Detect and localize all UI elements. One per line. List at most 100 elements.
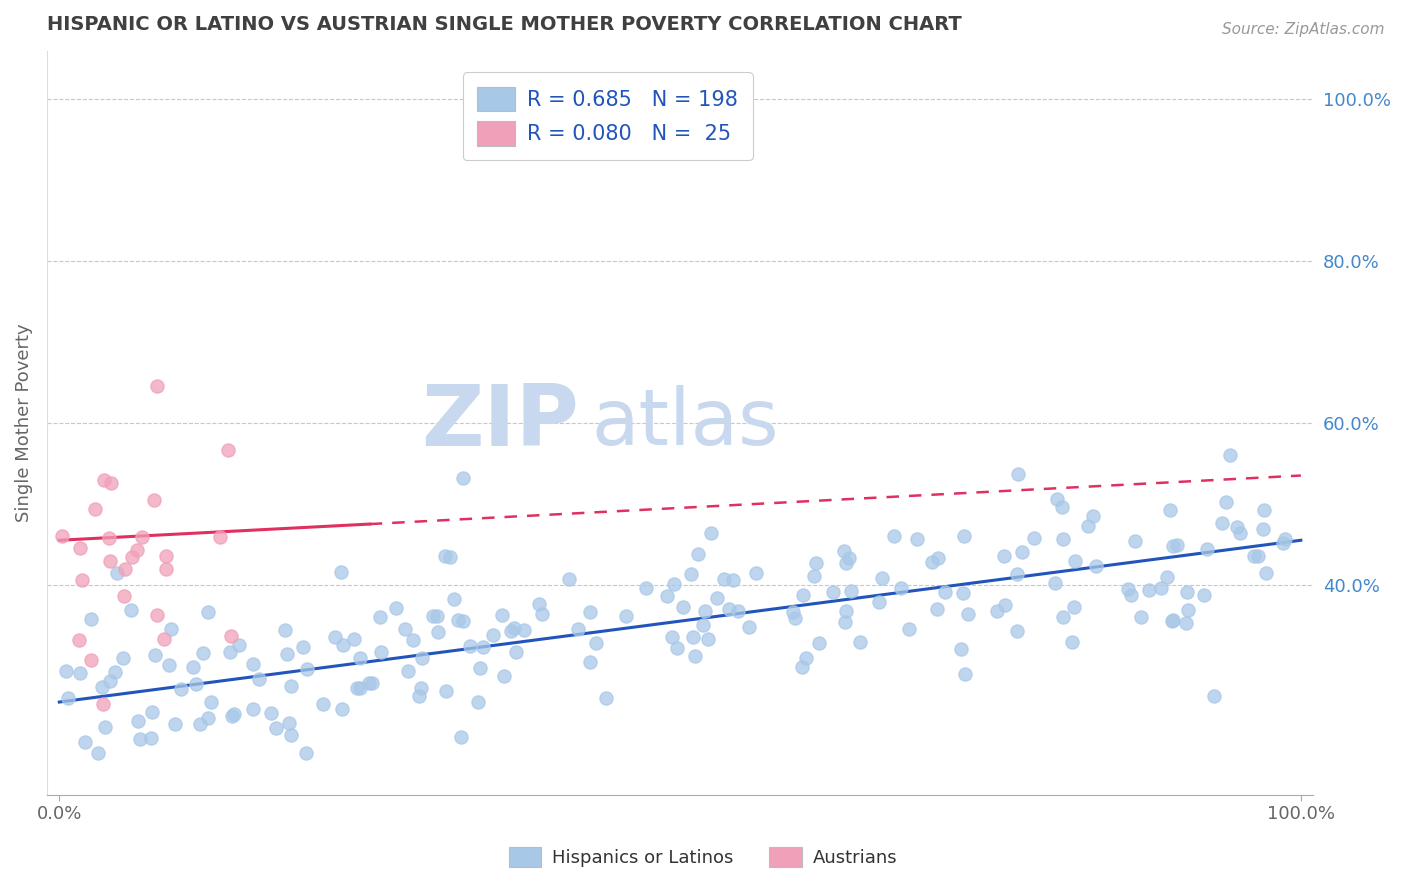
Point: [1046, 492, 1069, 507]
Point: [1085, 558, 1108, 573]
Point: [249, 672, 271, 686]
Point: [1215, 495, 1237, 509]
Point: [1005, 567, 1028, 582]
Point: [191, 646, 214, 660]
Point: [1254, 566, 1277, 580]
Point: [208, 530, 231, 544]
Point: [125, 543, 148, 558]
Point: [426, 609, 449, 624]
Point: [934, 584, 956, 599]
Point: [1211, 516, 1233, 530]
Point: [141, 731, 163, 745]
Point: [98, 673, 121, 688]
Point: [55, 664, 77, 678]
Point: [889, 581, 911, 595]
Point: [188, 716, 211, 731]
Point: [567, 623, 589, 637]
Point: [221, 708, 243, 723]
Point: [883, 529, 905, 543]
Point: [717, 602, 740, 616]
Point: [1116, 582, 1139, 597]
Point: [104, 665, 127, 679]
Point: [1243, 549, 1265, 563]
Point: [143, 492, 166, 507]
Point: [143, 648, 166, 662]
Point: [219, 645, 242, 659]
Y-axis label: Single Mother Poverty: Single Mother Poverty: [15, 324, 32, 522]
Point: [155, 549, 177, 563]
Point: [121, 549, 143, 564]
Point: [370, 645, 392, 659]
Point: [1160, 614, 1182, 628]
Point: [93, 473, 115, 487]
Point: [295, 662, 318, 676]
Point: [87, 746, 110, 760]
Point: [80, 612, 103, 626]
Point: [957, 607, 980, 621]
Point: [242, 701, 264, 715]
Point: [1045, 575, 1067, 590]
Point: [402, 633, 425, 648]
Point: [1052, 610, 1074, 624]
Point: [127, 714, 149, 728]
Point: [1159, 503, 1181, 517]
Point: [394, 622, 416, 636]
Point: [277, 716, 299, 731]
Point: [434, 684, 457, 698]
Point: [700, 525, 723, 540]
Point: [105, 566, 128, 581]
Point: [146, 608, 169, 623]
Point: [1130, 609, 1153, 624]
Point: [467, 696, 489, 710]
Point: [1052, 533, 1074, 547]
Point: [868, 595, 890, 609]
Point: [1060, 635, 1083, 649]
Point: [1177, 603, 1199, 617]
Point: [1197, 542, 1219, 557]
Point: [80, 653, 103, 667]
Point: [925, 601, 948, 615]
Point: [823, 584, 845, 599]
Point: [737, 619, 759, 633]
Point: [897, 622, 920, 636]
Point: [794, 650, 817, 665]
Point: [1123, 533, 1146, 548]
Point: [197, 605, 219, 619]
Point: [458, 640, 481, 654]
Point: [683, 648, 706, 663]
Point: [242, 657, 264, 671]
Point: [807, 635, 830, 649]
Text: atlas: atlas: [592, 385, 779, 461]
Point: [1166, 538, 1188, 552]
Point: [1137, 583, 1160, 598]
Legend: R = 0.685   N = 198, R = 0.080   N =  25: R = 0.685 N = 198, R = 0.080 N = 25: [463, 72, 752, 161]
Point: [91, 697, 114, 711]
Point: [471, 640, 494, 655]
Point: [411, 651, 433, 665]
Point: [1011, 544, 1033, 558]
Point: [634, 581, 657, 595]
Point: [197, 711, 219, 725]
Point: [1272, 536, 1295, 550]
Point: [499, 624, 522, 638]
Point: [1119, 588, 1142, 602]
Point: [72, 573, 94, 587]
Point: [98, 554, 121, 568]
Point: [1077, 518, 1099, 533]
Point: [1274, 532, 1296, 546]
Point: [905, 532, 928, 546]
Point: [200, 695, 222, 709]
Point: [160, 623, 183, 637]
Point: [1253, 503, 1275, 517]
Point: [952, 586, 974, 600]
Point: [69, 541, 91, 555]
Point: [56, 690, 79, 705]
Point: [1024, 531, 1046, 545]
Point: [870, 571, 893, 585]
Point: [349, 681, 371, 695]
Point: [1175, 615, 1198, 630]
Point: [1150, 581, 1173, 595]
Text: HISPANIC OR LATINO VS AUSTRIAN SINGLE MOTHER POVERTY CORRELATION CHART: HISPANIC OR LATINO VS AUSTRIAN SINGLE MO…: [46, 15, 962, 34]
Point: [503, 621, 526, 635]
Point: [839, 583, 862, 598]
